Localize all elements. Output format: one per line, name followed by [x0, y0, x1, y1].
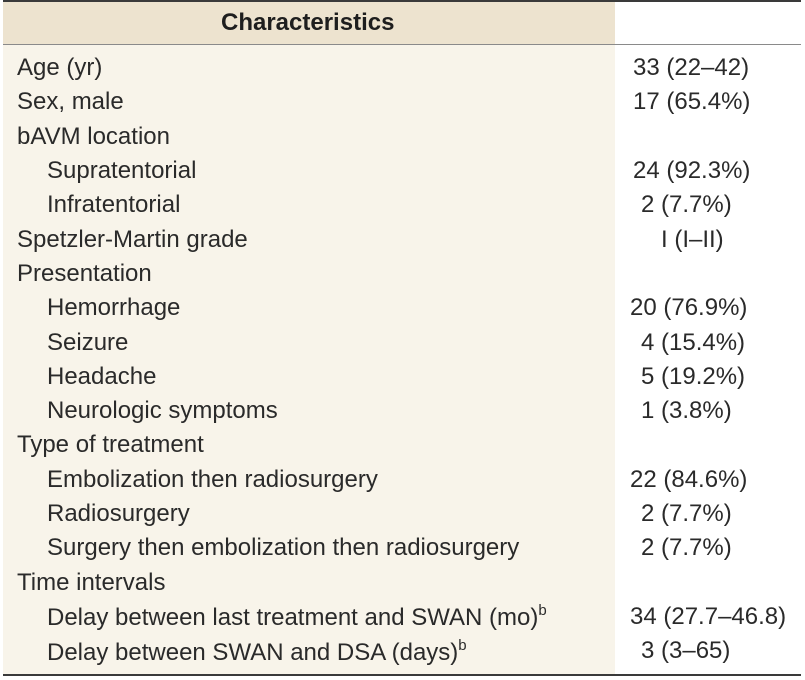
row-label: Seizure: [47, 328, 129, 356]
row-value: 3 (3–65): [641, 637, 731, 665]
row-label: Hemorrhage: [47, 294, 181, 322]
table-row-time-intervals: Time intervals: [3, 565, 801, 599]
row-label: Infratentorial: [47, 191, 181, 219]
table-row-supratentorial: Supratentorial 24 (92.3%): [3, 154, 801, 188]
table-row-age: Age (yr) 33 (22–42): [3, 51, 801, 85]
row-label: Sex, male: [17, 88, 124, 116]
table-row-hemorrhage: Hemorrhage 20 (76.9%): [3, 291, 801, 325]
row-label: Delay between SWAN and DSA (days)b: [3, 638, 615, 665]
row-label: Supratentorial: [47, 157, 197, 185]
row-value: 2 (7.7%): [641, 500, 732, 527]
header-rule: [3, 44, 801, 45]
row-value: 33 (22–42): [633, 54, 750, 82]
table-row-bavm-location: bAVM location: [3, 120, 801, 154]
row-value: 17 (65.4%): [633, 88, 751, 116]
header-characteristics: Characteristics: [3, 2, 615, 44]
row-value: 24 (92.3%): [633, 157, 751, 185]
row-value: 5 (19.2%): [641, 362, 746, 390]
table-row-spetzler-martin-grade: Spetzler-Martin grade I (I–II): [3, 222, 801, 256]
top-rule: [3, 0, 801, 2]
row-label: Headache: [47, 362, 157, 390]
row-label: Type of treatment: [17, 431, 204, 459]
table-row-seizure: Seizure 4 (15.4%): [3, 325, 801, 359]
row-label: Delay between last treatment and SWAN (m…: [3, 603, 615, 630]
row-value: 2 (7.7%): [641, 534, 732, 562]
row-value: 20 (76.9%): [630, 294, 748, 322]
table-row-surgery-embolization-radiosurgery: Surgery then embolization then radiosurg…: [3, 531, 801, 565]
table-row-neurologic-symptoms: Neurologic symptoms 1 (3.8%): [3, 394, 801, 428]
footnote-marker: b: [458, 636, 467, 654]
table-row-embolization-radiosurgery: Embolization then radiosurgery 22 (84.6%…: [3, 463, 801, 497]
table-row-infratentorial: Infratentorial 2 (7.7%): [3, 188, 801, 222]
table-row-delay-swan-dsa: Delay between SWAN and DSA (days)b 3 (3–…: [3, 634, 801, 668]
table-row-type-of-treatment: Type of treatment: [3, 428, 801, 462]
row-value: 22 (84.6%): [630, 465, 748, 493]
row-label-text: Delay between last treatment and SWAN (m…: [47, 604, 539, 632]
row-label: Spetzler-Martin grade: [17, 225, 248, 253]
row-label: Time intervals: [17, 568, 166, 596]
footnote-marker: b: [538, 602, 547, 620]
row-label: Embolization then radiosurgery: [47, 465, 378, 493]
table-row-sex: Sex, male 17 (65.4%): [3, 85, 801, 119]
table-row-presentation: Presentation: [3, 257, 801, 291]
row-label-text: Delay between SWAN and DSA (days): [47, 638, 459, 666]
header-value: [615, 2, 801, 44]
row-value: 1 (3.8%): [641, 397, 732, 425]
row-label: Neurologic symptoms: [47, 397, 278, 425]
row-label: bAVM location: [17, 122, 170, 150]
row-label: Presentation: [17, 259, 152, 287]
row-value: 34 (27.7–46.8): [630, 602, 787, 630]
row-value: 2 (7.7%): [641, 191, 732, 219]
row-label: Age (yr): [17, 54, 103, 82]
characteristics-table: Characteristics Age (yr) 33 (22–42) Sex,…: [3, 0, 801, 676]
row-label: Radiosurgery: [47, 500, 190, 527]
table-row-headache: Headache 5 (19.2%): [3, 360, 801, 394]
row-value: I (I–II): [661, 225, 724, 253]
table-body: Age (yr) 33 (22–42) Sex, male 17 (65.4%)…: [3, 51, 801, 668]
row-label: Surgery then embolization then radiosurg…: [47, 534, 520, 562]
row-value: 4 (15.4%): [641, 328, 746, 356]
table-row-radiosurgery: Radiosurgery 2 (7.7%): [3, 497, 801, 531]
table-header-row: Characteristics: [3, 2, 801, 44]
table-row-delay-treatment-swan: Delay between last treatment and SWAN (m…: [3, 600, 801, 634]
bottom-rule: [3, 674, 801, 676]
label-column-background: [3, 45, 615, 675]
